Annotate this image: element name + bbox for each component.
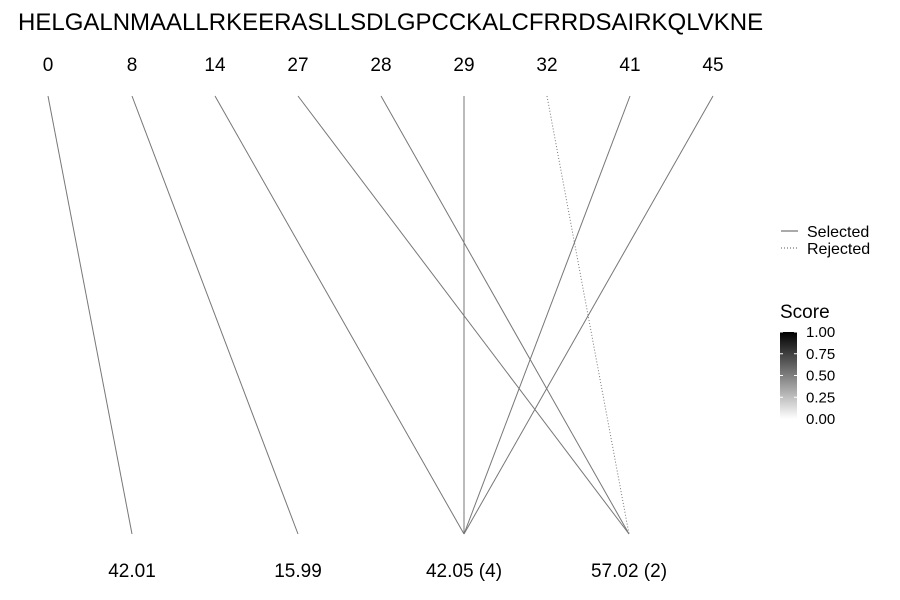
top-label: 32 [536,55,557,76]
bottom-label: 15.99 [274,561,322,582]
top-label: 45 [702,55,723,76]
bottom-label: 42.05 (4) [426,561,502,582]
top-label: 8 [127,55,138,76]
link-line-selected [463,95,631,535]
link-line-selected [131,95,299,535]
top-label: 14 [204,55,226,76]
score-tick-label: 1.00 [806,324,835,341]
top-labels: 0 8 14 27 28 29 32 41 45 [43,55,724,76]
sequence-title: HELGALNMAALLRKEERASLLSDLGPCCKALCFRRDSAIR… [18,9,763,36]
score-tick-label: 0.75 [806,346,835,363]
bottom-labels: 42.01 15.99 42.05 (4) 57.02 (2) [108,561,667,582]
legend-rejected-label: Rejected [807,241,870,258]
top-label: 0 [43,55,54,76]
link-line-selected [463,95,714,535]
legend-selected-label: Selected [807,224,869,241]
score-tick-label: 0.25 [806,389,835,406]
score-colorbar [780,332,797,419]
link-line-selected [380,95,630,535]
links-layer [47,95,714,535]
top-label: 41 [619,55,640,76]
bottom-label: 42.01 [108,561,156,582]
top-label: 28 [370,55,391,76]
score-tick-label: 0.00 [806,411,835,428]
top-label: 27 [287,55,308,76]
top-label: 29 [453,55,474,76]
score-legend-title: Score [780,302,830,323]
link-line-selected [47,95,133,535]
score-legend: Score 1.00 0.75 0.50 0.25 0.00 [780,302,835,428]
score-ticks: 1.00 0.75 0.50 0.25 0.00 [780,324,835,428]
linetype-legend: Selected Rejected [781,224,870,258]
score-tick-label: 0.50 [806,368,835,385]
bottom-label: 57.02 (2) [591,561,667,582]
link-line-selected [214,95,465,535]
